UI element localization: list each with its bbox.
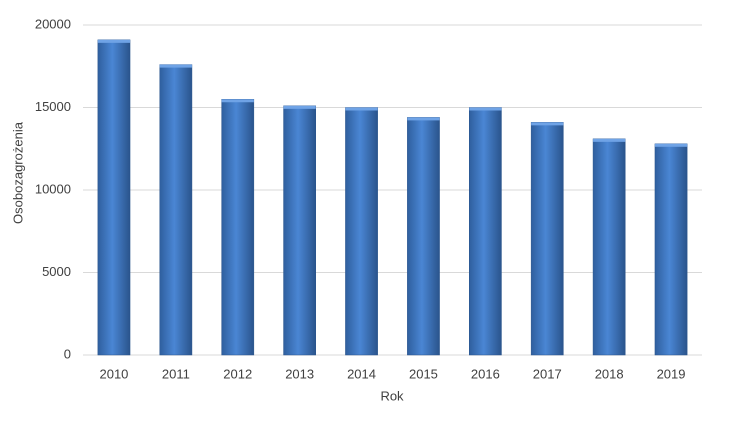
x-tick-label: 2011 <box>162 366 190 381</box>
y-tick-label: 20000 <box>35 16 71 31</box>
bar <box>283 105 316 356</box>
x-tick-label: 2012 <box>223 366 252 381</box>
x-tick-label: 2017 <box>533 366 562 381</box>
x-tick-label: 2019 <box>657 366 686 381</box>
bar-cap <box>654 143 688 147</box>
x-axis-label: Rok <box>380 388 404 403</box>
bar <box>97 39 131 356</box>
x-tick-label: 2015 <box>409 366 438 381</box>
bar-cap <box>221 99 254 103</box>
bar-cap <box>593 138 626 142</box>
bar-cap <box>345 107 378 111</box>
x-tick-label: 2014 <box>347 366 376 381</box>
bar <box>469 107 502 356</box>
bar <box>221 99 255 356</box>
x-tick-label: 2016 <box>471 366 500 381</box>
bar-cap <box>531 122 564 126</box>
bar <box>407 117 440 356</box>
y-tick-label: 5000 <box>42 264 71 279</box>
y-tick-label: 15000 <box>35 99 71 114</box>
x-tick-label: 2010 <box>99 366 128 381</box>
y-tick-label: 10000 <box>35 181 71 196</box>
bar <box>159 64 193 356</box>
bar <box>654 143 688 356</box>
bar-cap <box>283 105 316 109</box>
bar <box>345 107 378 356</box>
bar-cap <box>469 107 502 111</box>
bar-cap <box>97 39 131 43</box>
bar-cap <box>159 64 192 68</box>
y-tick-label: 0 <box>64 346 71 361</box>
bar <box>592 138 626 356</box>
bar-cap <box>407 117 440 121</box>
y-axis-label: Osobozagrożenia <box>10 121 25 224</box>
x-tick-label: 2013 <box>285 366 314 381</box>
bar <box>530 122 564 356</box>
x-tick-label: 2018 <box>595 366 624 381</box>
